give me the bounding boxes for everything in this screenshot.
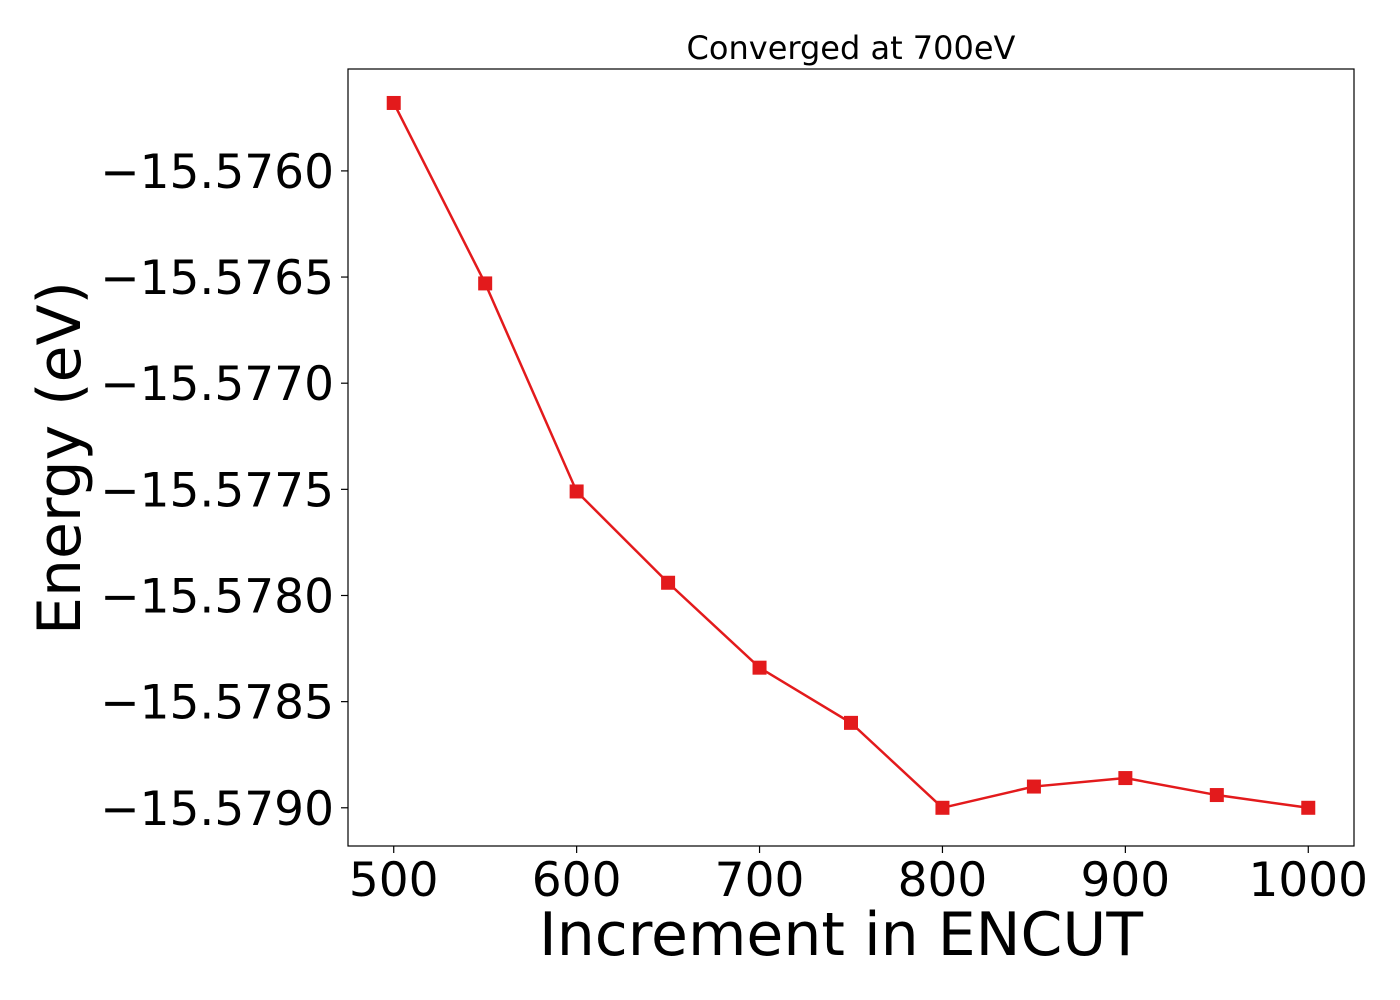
data-point (1026, 779, 1041, 794)
x-tick-label: 800 (898, 853, 988, 908)
data-point (661, 575, 676, 590)
y-tick-label: −15.5785 (100, 676, 334, 731)
y-axis-label: Energy (eV) (25, 281, 95, 635)
x-axis-label: Increment in ENCUT (539, 900, 1143, 970)
x-tick-label: 600 (532, 853, 622, 908)
y-tick-label: −15.5790 (100, 782, 334, 837)
x-tick-label: 700 (715, 853, 805, 908)
x-tick-label: 900 (1081, 853, 1171, 908)
data-point (1209, 788, 1224, 803)
y-tick-label: −15.5780 (100, 569, 334, 624)
y-axis: −15.5760 −15.5765 −15.5770 −15.5775 −15.5780… (100, 145, 348, 837)
y-tick-label: −15.5770 (100, 357, 334, 412)
chart-title: Converged at 700eV (687, 29, 1016, 67)
data-point (386, 95, 401, 110)
x-tick-label: 500 (349, 853, 439, 908)
y-tick-label: −15.5765 (100, 251, 334, 306)
data-point (752, 660, 767, 675)
series-group (386, 95, 1316, 815)
data-point (844, 715, 858, 730)
y-tick-label: −15.5775 (100, 463, 334, 518)
x-axis: 500 600 700 800 900 1000 (349, 846, 1368, 908)
data-point (569, 484, 584, 499)
data-point (935, 800, 950, 815)
data-point (1118, 771, 1133, 786)
data-point (478, 276, 493, 291)
y-tick-label: −15.5760 (100, 145, 334, 200)
x-tick-label: 1000 (1248, 853, 1368, 908)
data-point (1301, 800, 1316, 815)
